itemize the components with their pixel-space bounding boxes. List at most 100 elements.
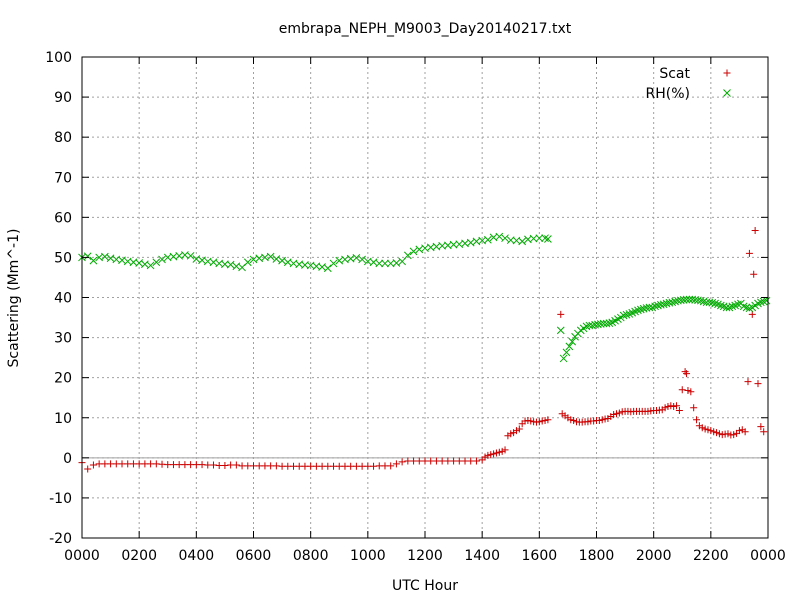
scat-point: [584, 418, 592, 426]
y-tick-label: 60: [54, 210, 72, 226]
series-rh: [78, 232, 771, 363]
rh-point: [562, 348, 571, 357]
scat-point: [684, 386, 692, 394]
series-scat: [78, 227, 768, 473]
rh-point: [619, 311, 628, 320]
scat-point: [751, 227, 759, 235]
x-tick-label: 0000: [64, 548, 100, 564]
y-tick-label: 40: [54, 291, 72, 307]
x-tick-label: 2000: [636, 548, 672, 564]
y-tick-label: 90: [54, 90, 72, 106]
rh-point: [708, 298, 717, 307]
scat-point: [84, 465, 92, 473]
rh-point: [409, 247, 418, 256]
rh-point: [757, 298, 765, 307]
scat-point: [392, 460, 400, 468]
scat-point: [661, 404, 669, 412]
rh-point: [605, 319, 614, 328]
rh-point: [398, 257, 406, 266]
rh-point: [668, 298, 677, 307]
scat-point: [704, 426, 712, 434]
rh-point: [696, 296, 705, 305]
rh-point: [186, 251, 195, 260]
scat-point: [481, 453, 489, 461]
scat-point: [757, 423, 765, 431]
rh-point: [158, 255, 166, 264]
x-tick-label: 0800: [293, 548, 329, 564]
rh-point: [375, 259, 384, 268]
rh-point: [495, 232, 504, 241]
rh-point: [278, 256, 286, 265]
scat-point: [484, 451, 492, 459]
scat-point: [527, 417, 535, 425]
rh-point: [544, 235, 552, 243]
scat-point: [595, 417, 603, 425]
scat-point: [89, 461, 97, 469]
scat-point: [495, 448, 503, 456]
rh-point: [742, 303, 751, 312]
scat-point: [570, 417, 578, 425]
rh-point: [89, 256, 98, 265]
scat-point: [698, 424, 706, 432]
y-tick-label: 100: [45, 50, 72, 66]
rh-point: [266, 252, 275, 261]
x-tick-label: 1800: [579, 548, 615, 564]
scat-point: [613, 410, 621, 418]
scat-point: [492, 449, 500, 457]
rh-point: [568, 337, 577, 346]
scat-point: [615, 409, 623, 417]
x-tick-label: 1000: [350, 548, 386, 564]
scat-point: [567, 416, 575, 424]
x-tick-label: 0400: [179, 548, 215, 564]
legend-label: RH(%): [646, 86, 690, 102]
x-tick-label: 1200: [407, 548, 443, 564]
x-tick-label: 2200: [693, 548, 729, 564]
scat-point: [515, 425, 523, 433]
scat-point: [701, 425, 709, 433]
y-tick-label: -20: [49, 531, 72, 547]
rh-point: [559, 354, 568, 363]
scat-point: [387, 462, 395, 470]
x-tick-label: 0600: [236, 548, 272, 564]
y-tick-label: 10: [54, 411, 72, 427]
scat-point: [472, 457, 480, 465]
scat-point: [598, 416, 606, 424]
scat-point: [710, 428, 718, 436]
rh-point: [535, 234, 544, 243]
rh-point: [651, 302, 659, 311]
rh-point: [152, 258, 161, 267]
scat-point: [398, 458, 406, 466]
y-tick-label: 0: [63, 451, 72, 467]
scat-point: [745, 249, 753, 257]
scat-point: [673, 402, 681, 410]
scat-point: [232, 461, 240, 469]
scat-point: [724, 430, 732, 438]
scat-point: [760, 428, 768, 436]
x-tick-label: 0200: [121, 548, 157, 564]
scat-point: [754, 380, 762, 388]
rh-point: [711, 299, 719, 308]
rh-point: [728, 302, 737, 311]
rh-point: [358, 255, 366, 264]
y-axis-label: Scattering (Mm^-1): [6, 229, 22, 368]
scat-point: [687, 388, 695, 396]
chart-title: embrapa_NEPH_M9003_Day20140217.txt: [279, 21, 572, 37]
x-tick-label: 0000: [750, 548, 786, 564]
rh-point: [716, 301, 725, 310]
rh-point: [762, 296, 771, 305]
x-axis-label: UTC Hour: [392, 578, 458, 594]
scat-point: [501, 446, 509, 454]
rh-point: [146, 261, 155, 270]
scat-point: [748, 310, 756, 318]
scat-point: [487, 451, 495, 459]
axis-ticks: -20 -10 0 10 20 30 40 50 60 70 80 90 100 0000 0200 0400…: [45, 50, 786, 564]
scat-point: [541, 417, 549, 425]
scat-point: [557, 310, 565, 318]
legend-label: Scat: [659, 66, 690, 82]
rh-point: [392, 259, 401, 267]
scat-point: [744, 378, 752, 386]
rh-point: [83, 252, 92, 261]
scat-point: [490, 450, 498, 458]
scat-point: [678, 386, 686, 394]
